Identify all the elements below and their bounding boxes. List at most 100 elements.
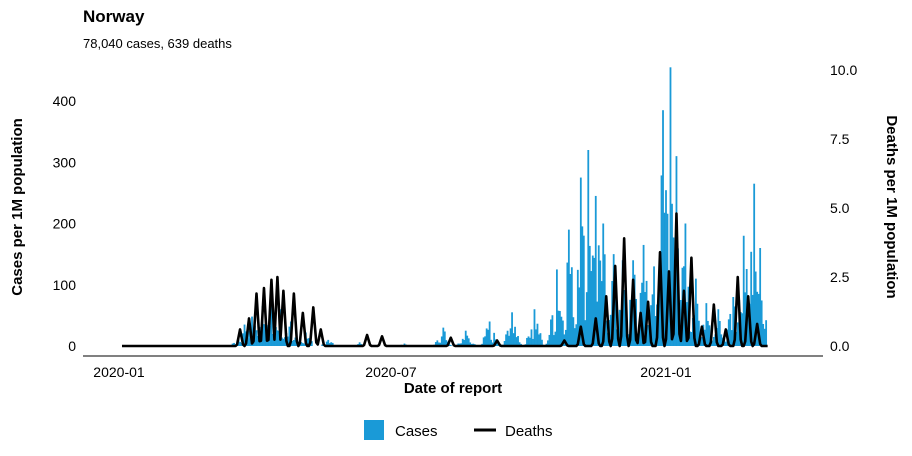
cases-bar <box>306 338 309 346</box>
legend-cases-swatch <box>364 420 384 440</box>
cases-bar <box>503 341 506 346</box>
deaths-line <box>121 212 768 348</box>
cases-bar <box>573 328 576 346</box>
cases-bar <box>445 340 448 346</box>
cases-bar <box>736 322 739 346</box>
cases-bar <box>282 338 285 346</box>
cases-bar <box>448 344 451 346</box>
cases-bar <box>439 342 442 346</box>
cases-bar <box>539 333 542 346</box>
cases-bar <box>436 340 439 346</box>
cases-bar <box>496 341 499 346</box>
cases-bar <box>662 110 664 346</box>
cases-bar <box>283 337 286 346</box>
cases-bar <box>484 336 487 346</box>
cases-bar <box>614 269 617 346</box>
left-y-tick-label: 100 <box>53 277 77 293</box>
cases-bar <box>541 339 543 346</box>
left-y-tick-label: 200 <box>53 216 77 232</box>
cases-bar <box>759 248 762 346</box>
cases-bar <box>594 195 597 346</box>
cases-bar <box>584 320 587 346</box>
x-tick-label: 2020-01 <box>93 364 145 380</box>
cases-bar <box>727 319 730 346</box>
cases-bar <box>735 331 738 346</box>
cases-bar <box>689 331 691 346</box>
cases-bar <box>325 341 328 346</box>
cases-bar <box>585 292 588 346</box>
cases-bar <box>239 341 241 346</box>
cases-bar <box>270 298 273 346</box>
cases-bar <box>560 316 563 346</box>
cases-bar <box>671 203 673 346</box>
cases-bar <box>240 342 243 346</box>
cases-bar <box>582 235 585 346</box>
cases-bar <box>720 334 723 346</box>
cases-bar <box>706 320 709 346</box>
cases-bar <box>321 344 324 346</box>
cases-bar <box>509 328 512 346</box>
cases-bar <box>443 331 446 346</box>
cases-bar <box>547 340 549 346</box>
cases-bar <box>460 343 463 346</box>
right-y-ticks: 0.0 2.5 5.0 7.5 10.0 <box>830 62 857 354</box>
cases-bar <box>263 324 265 346</box>
cases-bar <box>751 294 754 346</box>
cases-bar <box>587 150 590 346</box>
cases-bar <box>514 326 516 346</box>
cases-bar <box>696 303 699 346</box>
cases-bar <box>482 337 485 346</box>
x-tick-label: 2020-07 <box>365 364 417 380</box>
cases-bar <box>536 323 539 346</box>
cases-bar <box>449 344 452 346</box>
right-y-tick-label: 0.0 <box>830 338 850 354</box>
cases-bar <box>257 335 259 346</box>
cases-bar <box>644 292 646 346</box>
cases-bar <box>762 323 765 346</box>
cases-bar <box>440 336 443 346</box>
cases-bar <box>490 339 493 346</box>
cases-bar <box>566 262 569 346</box>
cases-bar <box>248 330 250 346</box>
cases-bar <box>331 342 334 346</box>
cases-bar <box>512 333 515 346</box>
cases-bar <box>485 328 488 346</box>
cases-bar <box>760 300 763 346</box>
cases-bar <box>276 330 279 346</box>
cases-bar <box>461 338 464 346</box>
cases-bar <box>600 281 603 346</box>
cases-bar <box>548 334 551 346</box>
cases-bar <box>527 336 530 346</box>
cases-bar <box>469 342 472 346</box>
cases-bar <box>255 330 258 346</box>
right-y-tick-label: 7.5 <box>830 131 850 147</box>
cases-bar <box>742 235 745 346</box>
cases-bar <box>294 337 297 346</box>
cases-bar <box>467 338 470 346</box>
cases-bar <box>588 245 591 346</box>
chart-subtitle: 78,040 cases, 639 deaths <box>83 36 232 51</box>
cases-bar <box>554 331 557 346</box>
cases-bar <box>757 293 760 346</box>
cases-bar <box>275 327 277 346</box>
cases-bar <box>700 337 703 346</box>
cases-bar <box>579 177 582 346</box>
cases-bar <box>754 271 757 346</box>
cases-bar <box>747 300 750 346</box>
cases-bar <box>466 335 469 346</box>
legend-cases-label: Cases <box>395 423 438 440</box>
cases-bar <box>744 292 747 346</box>
cases-bar <box>464 330 467 346</box>
legend: Cases Deaths <box>364 420 553 440</box>
cases-bar <box>358 342 361 346</box>
cases-bar <box>556 269 558 346</box>
cases-bar <box>233 342 235 346</box>
left-y-tick-label: 300 <box>53 154 77 170</box>
cases-bar <box>647 325 649 346</box>
x-axis-title: Date of report <box>404 380 502 397</box>
cases-bar <box>330 342 333 346</box>
cases-bar <box>434 342 437 346</box>
cases-bar <box>553 335 555 346</box>
cases-bar <box>532 338 534 346</box>
